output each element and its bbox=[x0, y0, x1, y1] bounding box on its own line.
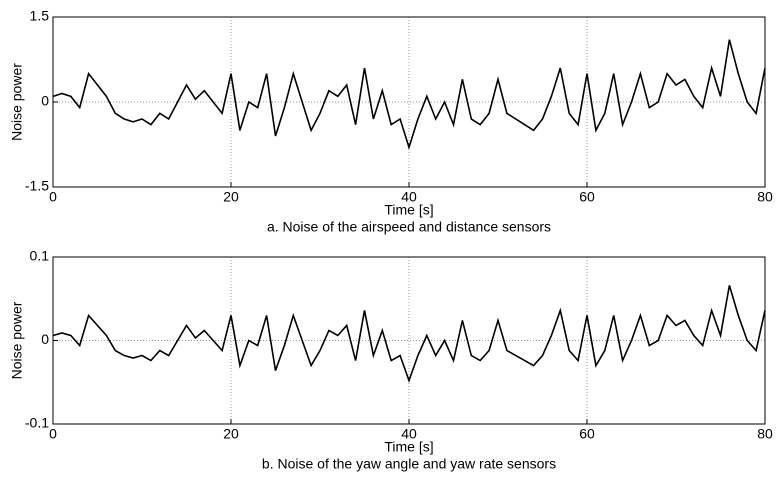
y-tick-label: -0.1 bbox=[25, 415, 49, 431]
caption: b. Noise of the yaw angle and yaw rate s… bbox=[262, 456, 556, 472]
y-tick-label: -1.5 bbox=[25, 178, 49, 194]
x-tick-label: 20 bbox=[223, 426, 239, 442]
data-line bbox=[52, 285, 766, 383]
x-tick-label: 40 bbox=[401, 426, 417, 442]
x-tick-label: 0 bbox=[49, 189, 57, 205]
y-axis-label: Noise power bbox=[9, 63, 25, 141]
plot-frame bbox=[52, 16, 766, 188]
x-tick-label: 20 bbox=[223, 189, 239, 205]
x-tick-label: 40 bbox=[401, 189, 417, 205]
caption: a. Noise of the airspeed and distance se… bbox=[267, 219, 551, 235]
y-tick-label: 1.5 bbox=[30, 8, 50, 24]
x-tick-label: 80 bbox=[757, 189, 773, 205]
y-tick-label: 0.1 bbox=[30, 248, 50, 264]
x-axis-label: Time [s] bbox=[384, 202, 433, 218]
x-tick-label: 0 bbox=[49, 426, 57, 442]
x-tick-label: 80 bbox=[757, 426, 773, 442]
x-tick-label: 60 bbox=[579, 189, 595, 205]
y-tick-label: 0 bbox=[41, 331, 49, 347]
y-axis-label: Noise power bbox=[9, 301, 25, 379]
x-tick-label: 60 bbox=[579, 426, 595, 442]
y-tick-label: 0 bbox=[41, 93, 49, 109]
data-line bbox=[52, 39, 766, 151]
x-axis-label: Time [s] bbox=[384, 439, 433, 455]
plot-frame bbox=[52, 256, 766, 425]
